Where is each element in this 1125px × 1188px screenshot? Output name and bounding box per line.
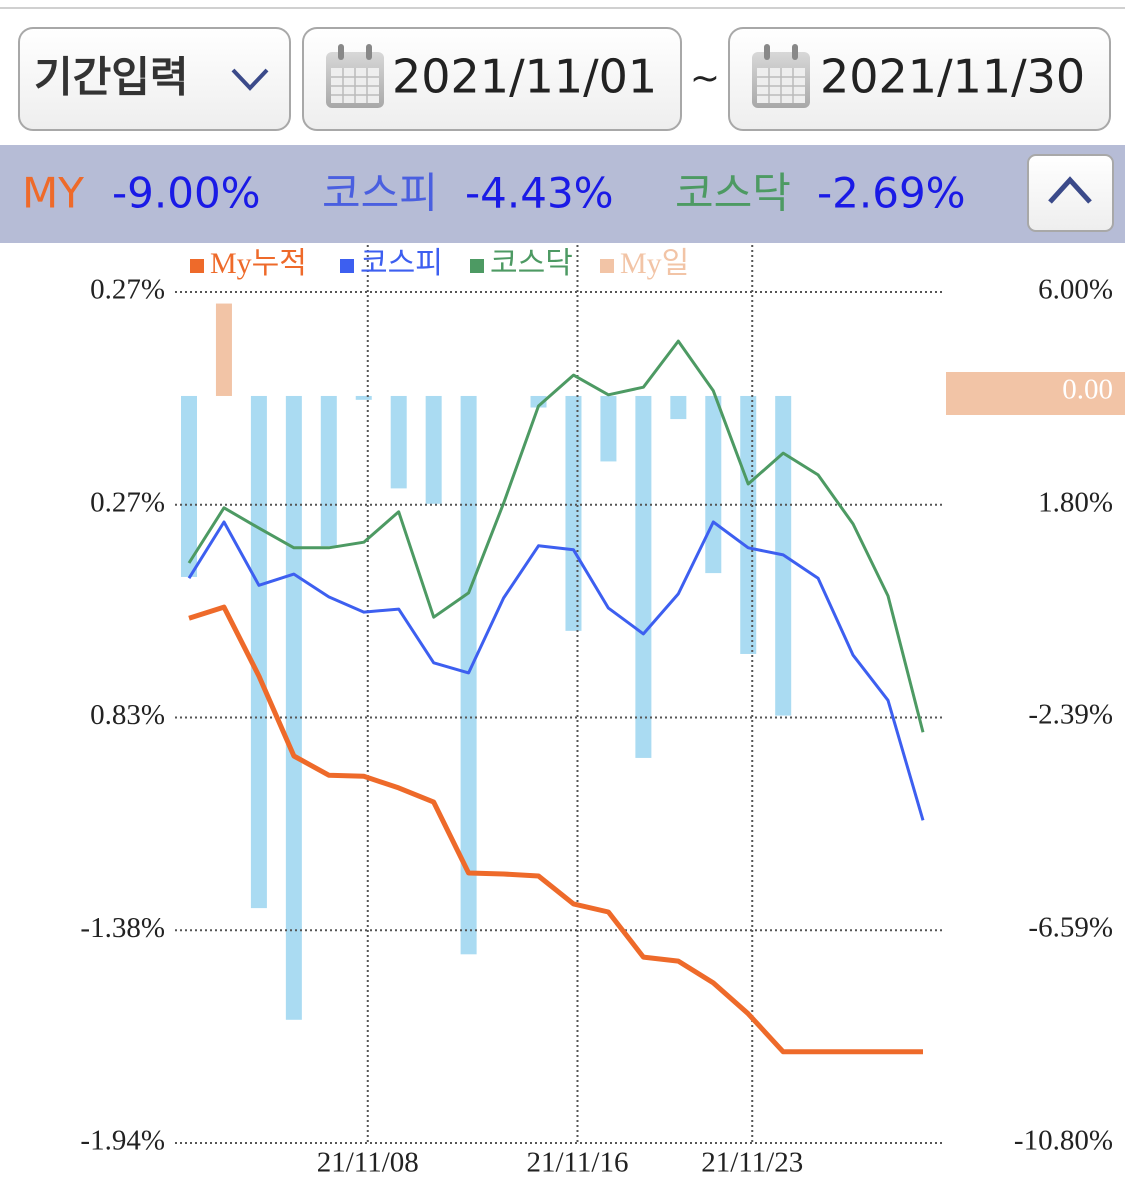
legend-label: My일	[620, 247, 689, 280]
bar	[285, 395, 302, 1020]
legend-label: 코스닥	[490, 247, 573, 280]
period-button[interactable]: 기간입력	[18, 27, 291, 131]
summary-name: 코스닥	[675, 169, 791, 218]
y2-tick-label: -2.39%	[1028, 699, 1113, 731]
start-date-box[interactable]	[302, 27, 682, 131]
summary-value: -9.00%	[112, 169, 261, 218]
y-tick-label: 0.83%	[90, 699, 165, 731]
start-date[interactable]: 2021/11/01	[392, 50, 657, 104]
end-date-box[interactable]	[728, 27, 1111, 131]
y2-tick-label: -10.80%	[1014, 1125, 1113, 1157]
summary-value: -4.43%	[465, 169, 614, 218]
calendar-icon	[752, 44, 810, 108]
y2-tick-label: -6.59%	[1028, 911, 1113, 943]
bar	[635, 395, 652, 758]
x-tick-label: 21/11/16	[526, 1147, 628, 1179]
date-separator: ~	[690, 58, 720, 99]
chart: 0.27% 0.27% 0.83% -1.38% -1.94% 6.00% 1.80% -2.…	[80, 245, 1125, 1179]
summary-value: -2.69%	[817, 169, 966, 218]
zero-marker-label: 0.00	[1062, 374, 1113, 406]
period-button-box[interactable]	[18, 27, 291, 131]
line	[188, 604, 923, 1055]
summary-bar	[0, 145, 1125, 243]
x-tick-label: 21/11/23	[701, 1147, 803, 1179]
end-date[interactable]: 2021/11/30	[820, 50, 1085, 104]
bar	[250, 395, 267, 909]
collapse-button-box[interactable]	[1027, 154, 1114, 232]
bar	[530, 395, 547, 408]
legend-swatch	[470, 259, 484, 273]
zero-marker-box	[946, 372, 1125, 415]
summary-name: MY	[22, 169, 84, 218]
x-tick-label: 21/11/08	[317, 1147, 419, 1179]
legend-label: 코스피	[360, 247, 443, 280]
start-date-button[interactable]: 2021/11/01	[302, 27, 682, 131]
bar	[425, 395, 442, 504]
calendar-icon	[326, 44, 384, 108]
bar	[705, 395, 722, 574]
y-tick-label: 0.27%	[90, 274, 165, 306]
y-tick-label: 0.27%	[90, 486, 165, 518]
line	[187, 520, 925, 821]
legend-swatch	[340, 259, 354, 273]
bar	[670, 395, 687, 420]
legend-swatch	[600, 259, 614, 273]
collapse-button[interactable]	[1027, 154, 1114, 232]
bar	[390, 395, 407, 489]
end-date-button[interactable]: 2021/11/30	[728, 27, 1111, 131]
bar	[565, 395, 582, 631]
y2-tick-label: 1.80%	[1038, 486, 1113, 518]
bar	[215, 303, 232, 396]
summary-name: 코스피	[322, 169, 438, 218]
collapse-chevron[interactable]	[1048, 176, 1092, 204]
bar	[355, 395, 372, 400]
y2-tick-label: 6.00%	[1038, 274, 1113, 306]
legend-label: My누적	[210, 247, 307, 280]
bar	[181, 395, 197, 577]
period-button-label[interactable]: 기간입력	[34, 53, 189, 102]
dropdown-chevron[interactable]	[231, 68, 269, 91]
summary: MY -9.00% 코스피 -4.43% 코스닥 -2.69%	[22, 169, 966, 218]
bar	[740, 395, 757, 654]
y-tick-label: -1.38%	[80, 912, 165, 944]
line	[187, 339, 925, 733]
legend-swatch	[190, 259, 204, 273]
bar	[320, 395, 337, 547]
y-tick-label: -1.94%	[80, 1125, 165, 1157]
bar	[600, 395, 617, 462]
bar	[460, 395, 477, 955]
